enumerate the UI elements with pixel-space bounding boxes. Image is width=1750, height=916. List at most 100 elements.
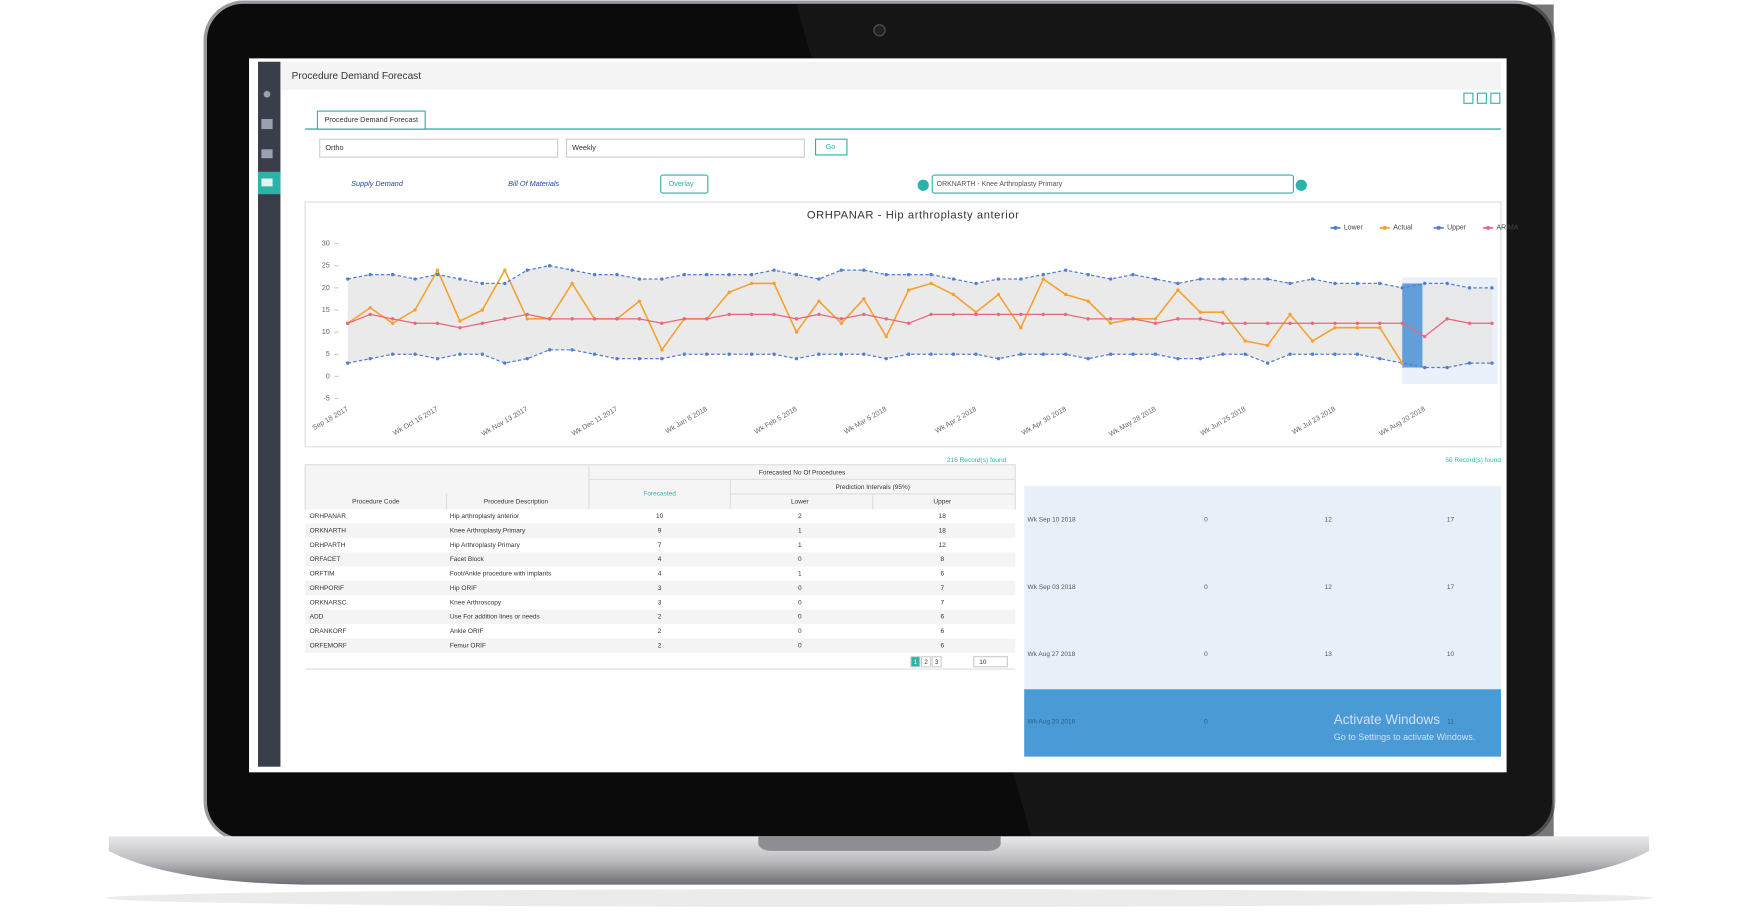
legend-label[interactable]: Lower [1344,225,1364,232]
data-point [1086,317,1090,321]
page-button[interactable] [910,656,921,668]
icon[interactable] [1490,92,1501,104]
data-point [817,277,821,281]
data-point [413,277,417,281]
go-label[interactable]: Go [826,142,836,151]
data-point [1221,321,1225,325]
table-cell: 0 [798,614,802,621]
tab[interactable] [316,110,426,130]
icon[interactable] [263,90,271,98]
frequency-select[interactable] [565,138,805,158]
data-point [1265,361,1270,365]
y-tick-label: 30 [322,239,330,248]
data-point [413,352,417,356]
table-cell: 18 [939,513,947,520]
table-cell: 1 [798,571,802,578]
table-row[interactable] [305,581,1016,596]
data-point [862,352,866,356]
data-point [1108,352,1113,356]
icon[interactable] [261,178,273,187]
bom-link[interactable]: Bill Of Materials [508,179,559,188]
table-row[interactable] [305,638,1016,653]
page-button[interactable] [931,656,942,668]
data-point [906,288,911,292]
data-point [1378,356,1382,361]
table-row[interactable] [305,595,1016,610]
legend-label[interactable]: ARIMA [1496,225,1518,232]
table-row[interactable] [305,552,1016,567]
detail-cell: 17 [1447,516,1455,523]
table-cell: ORANKORF [310,628,347,635]
department-value[interactable]: Ortho [325,143,343,152]
data-point [1041,277,1045,281]
page-size[interactable] [973,656,1008,668]
frequency-value[interactable]: Weekly [572,143,596,152]
table-row[interactable] [305,523,1016,538]
table-row[interactable] [305,624,1016,639]
prev-button[interactable] [917,179,929,191]
tab-label[interactable]: Procedure Demand Forecast [325,115,418,124]
page-number[interactable]: 2 [924,659,928,666]
table-row[interactable] [305,609,1016,625]
search-box[interactable] [931,174,1294,194]
icon[interactable] [261,149,273,159]
table-cell: Femur ORIF [450,642,486,649]
table-row[interactable] [305,509,1016,524]
data-point [435,356,440,361]
table-cell: 2 [658,614,662,621]
overlay-button[interactable] [660,174,709,194]
page-button[interactable] [920,656,932,668]
column-header[interactable]: Forecasted [643,491,676,498]
data-point [1131,272,1135,277]
series-line [347,268,1403,364]
page-title: Procedure Demand Forecast [292,71,422,82]
data-point [1378,326,1382,330]
data-point [929,312,933,317]
department-select[interactable] [319,138,559,158]
data-point [1467,321,1472,325]
page-number[interactable]: 3 [935,659,939,666]
table-cell: 0 [798,599,802,606]
legend-label[interactable]: Actual [1393,225,1413,232]
table-cell: 6 [940,614,944,621]
column-header[interactable]: Lower [791,498,810,505]
data-point [1378,321,1382,325]
data-point [480,321,485,325]
go-button[interactable] [814,138,848,156]
data-point [346,361,350,365]
data-point [1153,352,1158,356]
data-point [1221,310,1225,314]
data-point [996,312,1001,317]
data-point [772,281,776,286]
camera [873,24,886,37]
data-point [1176,281,1180,286]
icon[interactable] [1463,92,1474,104]
data-point [660,277,664,281]
data-point [413,321,417,325]
supply-demand-link[interactable]: Supply Demand [351,179,404,188]
column-header[interactable]: Upper [933,498,952,505]
icon[interactable] [1476,92,1487,104]
data-point [660,321,664,325]
data-point [705,272,709,277]
column-header[interactable]: Procedure Description [484,498,549,505]
icon[interactable] [261,118,273,130]
search-value[interactable]: ORKNARTH - Knee Arthroplasty Primary [937,181,1063,188]
table-row[interactable] [305,566,1016,582]
data-point [1355,352,1360,356]
legend-label[interactable]: Upper [1447,225,1467,232]
toolbar-icons [1463,92,1501,104]
page-size-value[interactable]: 10 [979,659,987,666]
detail-cell: 10 [1447,651,1455,658]
data-point [525,268,529,272]
column-header[interactable]: Procedure Code [352,498,400,505]
detail-selected[interactable] [1024,689,1501,757]
table-cell: ORHPANAR [310,513,347,520]
page-number[interactable]: 1 [914,659,918,666]
data-point [480,308,485,312]
table-row[interactable] [305,537,1016,553]
overlay-label[interactable]: Overlay [669,179,694,188]
next-button[interactable] [1295,179,1307,191]
data-point [1108,277,1113,281]
legend-dot [1436,225,1441,230]
